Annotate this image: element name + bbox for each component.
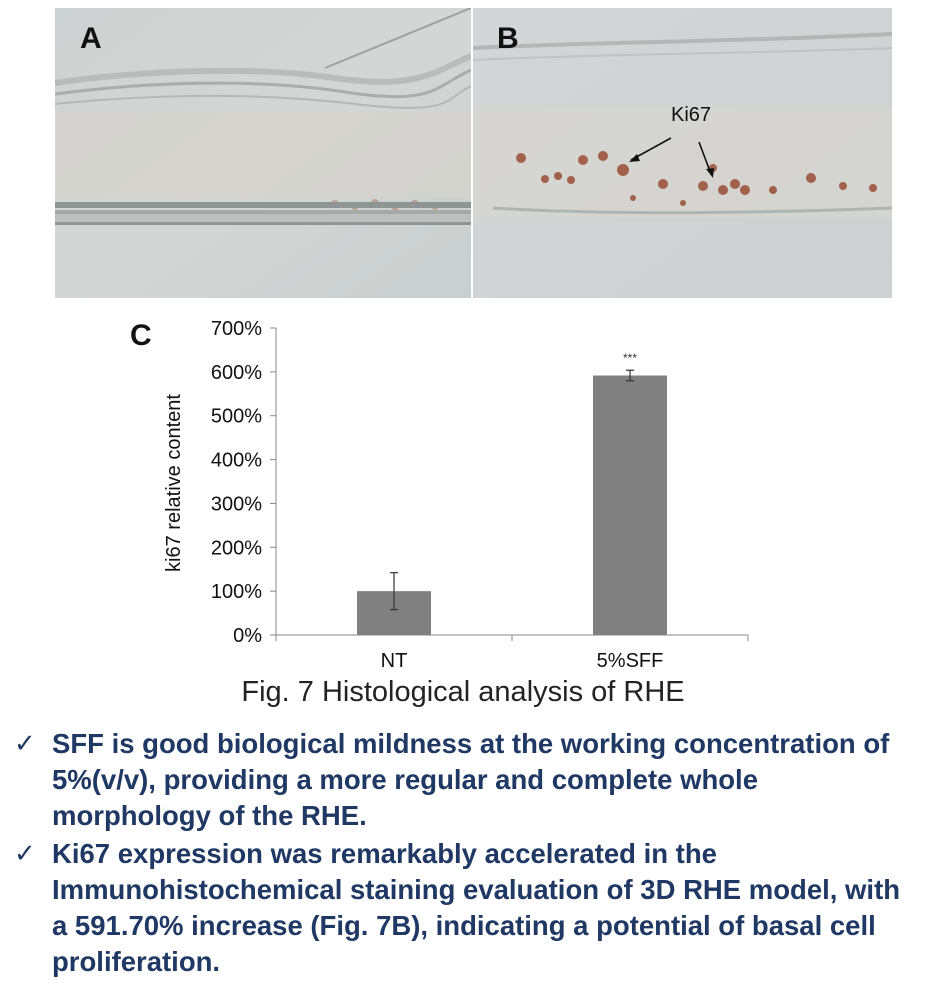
- finding-text: SFF is good biological mildness at the w…: [52, 728, 890, 831]
- y-tick-label: 400%: [211, 450, 262, 472]
- x-category-label: 5%SFF: [597, 650, 664, 672]
- finding-item-ki67: ✓ Ki67 expression was remarkably acceler…: [14, 836, 914, 980]
- bar-2: [593, 375, 667, 635]
- finding-item-morphology: ✓ SFF is good biological mildness at the…: [14, 726, 914, 834]
- significance-marker: ***: [623, 351, 637, 365]
- y-tick-label: 0%: [233, 625, 262, 647]
- checkmark-icon: ✓: [14, 729, 36, 759]
- panel-b-label: B: [497, 22, 519, 55]
- y-tick-label: 300%: [211, 493, 262, 515]
- finding-text: Ki67 expression was remarkably accelerat…: [52, 838, 901, 977]
- micrograph-panel-b: B Ki67: [473, 8, 892, 298]
- y-tick-label: 100%: [211, 581, 262, 603]
- findings-list: ✓ SFF is good biological mildness at the…: [14, 726, 914, 982]
- ki67-annotation-label: Ki67: [671, 104, 712, 126]
- y-tick-label: 600%: [211, 362, 262, 384]
- checkmark-icon: ✓: [14, 839, 36, 869]
- y-tick-label: 700%: [211, 318, 262, 340]
- y-axis-label: ki67 relative content: [163, 394, 185, 572]
- x-category-label: NT: [381, 650, 408, 672]
- micrograph-a-image: [55, 8, 471, 298]
- panel-a-label: A: [80, 22, 102, 55]
- micrograph-panel-a: A: [55, 8, 471, 298]
- y-tick-label: 500%: [211, 406, 262, 428]
- figure-caption: Fig. 7 Histological analysis of RHE: [241, 676, 685, 708]
- chart-panel-label: C: [130, 319, 152, 352]
- y-tick-label: 200%: [211, 537, 262, 559]
- ki67-bar-chart: C ki67 relative content 0% 100% 200% 300% 40…: [130, 318, 749, 672]
- micrograph-b-image: [473, 8, 892, 298]
